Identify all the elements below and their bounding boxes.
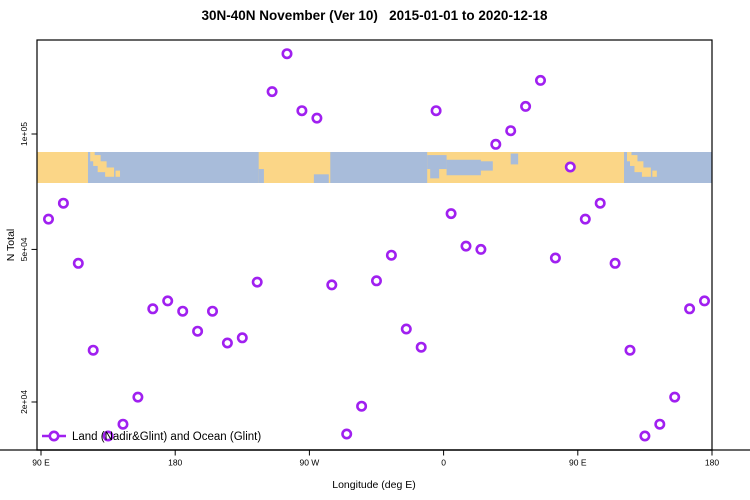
legend-label: Land (Nadir&Glint) and Ocean (Glint)	[72, 431, 261, 443]
data-point[interactable]	[281, 48, 293, 60]
data-point[interactable]	[162, 295, 174, 307]
data-point[interactable]	[341, 428, 353, 440]
land-patch	[97, 161, 107, 173]
data-point[interactable]	[430, 105, 442, 117]
data-point[interactable]	[102, 430, 114, 442]
data-point[interactable]	[698, 295, 710, 307]
data-point[interactable]	[72, 257, 84, 269]
legend[interactable]: Land (Nadir&Glint) and Ocean (Glint)	[42, 430, 261, 443]
data-point[interactable]	[42, 213, 54, 225]
data-point[interactable]	[549, 252, 561, 264]
data-point[interactable]	[520, 100, 532, 112]
data-point[interactable]	[400, 323, 412, 335]
x-tick-label: 180	[705, 458, 719, 468]
y-tick-label: 2e+04	[19, 390, 29, 414]
ocean-patch	[427, 155, 447, 170]
data-point[interactable]	[117, 418, 129, 430]
data-point[interactable]	[296, 105, 308, 117]
data-point[interactable]	[654, 418, 666, 430]
ocean-patch	[510, 153, 519, 165]
ocean-patch	[477, 161, 493, 171]
data-point[interactable]	[445, 208, 457, 220]
ocean-patch	[430, 167, 440, 179]
x-axis-title: Longitude (deg E)	[332, 479, 415, 491]
data-point[interactable]	[57, 197, 69, 209]
data-point[interactable]	[505, 125, 517, 137]
ocean-patch	[313, 174, 329, 183]
data-point[interactable]	[639, 430, 651, 442]
x-tick-label: 90 E	[32, 458, 50, 468]
data-point[interactable]	[236, 332, 248, 344]
x-tick-label: 0	[441, 458, 446, 468]
chart-title: 30N-40N November (Ver 10) 2015-01-01 to …	[201, 8, 548, 23]
data-points	[42, 48, 710, 442]
data-point[interactable]	[251, 276, 263, 288]
y-tick-label: 1e+05	[19, 122, 29, 146]
land-patch	[627, 152, 632, 162]
land-patch	[634, 161, 644, 173]
plot-box	[36, 39, 713, 451]
data-point[interactable]	[311, 112, 323, 124]
data-point[interactable]	[624, 344, 636, 356]
y-tick-label: 5e+04	[19, 237, 29, 261]
land-patch	[629, 155, 638, 166]
x-tick-label: 90 E	[569, 458, 587, 468]
data-point[interactable]	[594, 197, 606, 209]
ocean-patch	[446, 159, 481, 176]
y-axis-ticks: 1e+05 5e+04 2e+04	[19, 122, 37, 414]
data-point[interactable]	[684, 303, 696, 315]
data-point[interactable]	[579, 213, 591, 225]
ocean-patch	[258, 169, 264, 183]
data-point[interactable]	[356, 400, 368, 412]
data-point[interactable]	[221, 337, 233, 349]
data-point[interactable]	[609, 257, 621, 269]
land-patch	[652, 170, 657, 177]
data-point[interactable]	[385, 249, 397, 261]
data-point[interactable]	[177, 305, 189, 317]
land-patch	[105, 167, 115, 177]
x-axis-ticks: 90 E 180 90 W 0 90 E 180	[32, 450, 719, 468]
data-point[interactable]	[87, 344, 99, 356]
data-point[interactable]	[534, 74, 546, 86]
land-patch	[37, 152, 88, 183]
data-point[interactable]	[266, 86, 278, 98]
data-point[interactable]	[490, 138, 502, 150]
world-map-band	[37, 152, 712, 183]
y-axis-title: N Total	[5, 229, 17, 262]
data-point[interactable]	[475, 243, 487, 255]
data-point[interactable]	[564, 161, 576, 173]
land-patch	[93, 155, 101, 166]
data-point[interactable]	[192, 325, 204, 337]
x-tick-label: 90 W	[299, 458, 319, 468]
data-point[interactable]	[669, 391, 681, 403]
data-point[interactable]	[415, 341, 427, 353]
data-point[interactable]	[132, 391, 144, 403]
land-patch	[115, 170, 121, 177]
legend-marker-icon	[48, 430, 60, 442]
land-patch	[90, 152, 95, 162]
x-tick-label: 180	[168, 458, 182, 468]
data-point[interactable]	[147, 303, 159, 315]
data-point[interactable]	[326, 279, 338, 291]
land-patch	[641, 167, 651, 177]
data-point[interactable]	[460, 240, 472, 252]
data-point[interactable]	[370, 275, 382, 287]
data-point[interactable]	[207, 305, 219, 317]
